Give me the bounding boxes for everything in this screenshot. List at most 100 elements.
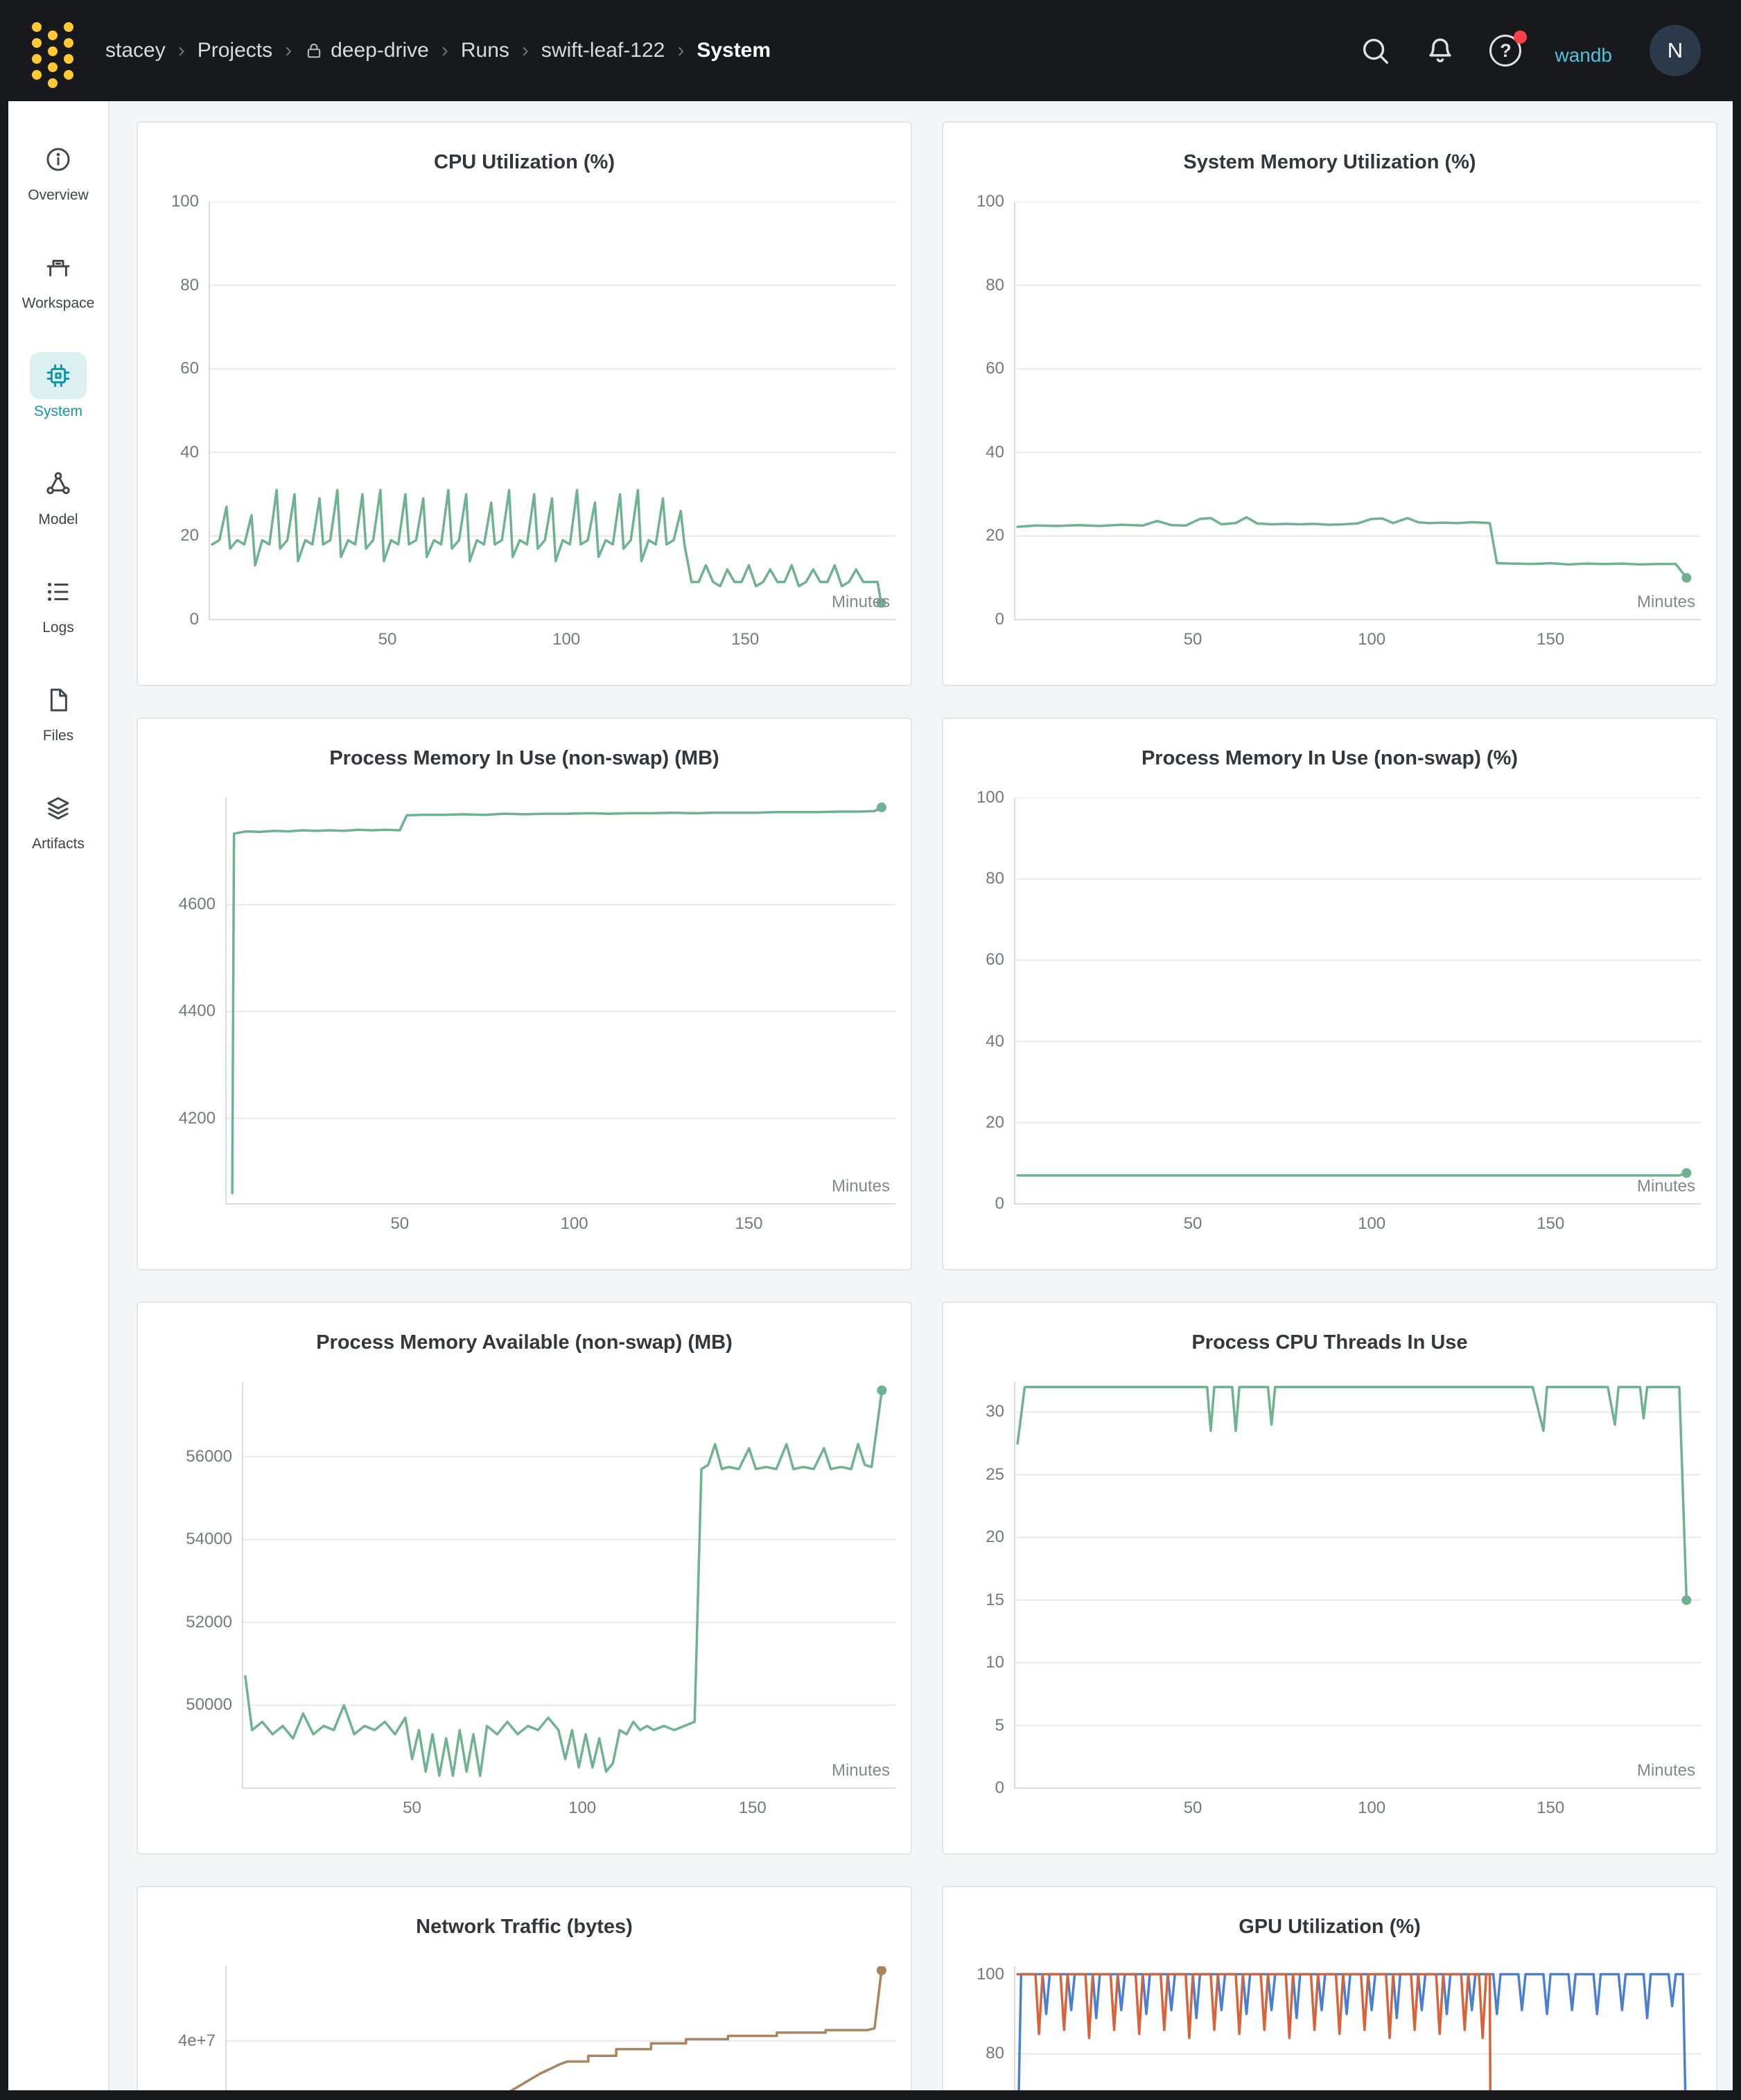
y-axis-tick: 0 [189, 610, 199, 629]
sidebar-item-files[interactable]: Files [30, 676, 87, 744]
y-axis-tick: 60 [986, 950, 1004, 970]
breadcrumb: stacey › Projects › deep-drive › Runs › … [105, 39, 771, 62]
breadcrumb-item-stacey[interactable]: stacey [105, 39, 166, 62]
wandb-logo[interactable] [32, 21, 73, 88]
workspace-icon [30, 244, 87, 291]
series-endpoint-dot [876, 597, 886, 608]
y-axis-tick: 100 [170, 192, 199, 211]
notification-dot [1514, 30, 1528, 44]
series-endpoint-dot [1681, 1168, 1692, 1178]
chart-canvas [1014, 1382, 1701, 1789]
avatar[interactable]: N [1650, 25, 1701, 76]
info-icon [30, 136, 87, 183]
process-memory-mb-chart[interactable]: 4200 4400 4600 50 100 150 Minutes [138, 798, 911, 1269]
logo-dots [64, 21, 73, 80]
breadcrumb-separator: › [285, 39, 292, 62]
y-axis-tick: 20 [986, 526, 1004, 545]
y-axis-tick: 80 [986, 869, 1004, 889]
sidebar-item-system[interactable]: System [30, 352, 87, 420]
x-axis-tick: 100 [560, 1214, 588, 1233]
x-axis-tick: 150 [1537, 630, 1565, 649]
x-axis-label: Minutes [831, 1177, 890, 1196]
series-endpoint-dot [877, 1385, 887, 1395]
chart-card-system-memory: System Memory Utilization (%) 0 20 40 60 80 1… [942, 121, 1717, 686]
breadcrumb-item-projects[interactable]: Projects [197, 39, 273, 62]
search-icon[interactable] [1359, 35, 1391, 67]
sidebar-item-model[interactable]: Model [30, 460, 87, 528]
sidebar-item-overview[interactable]: Overview [28, 136, 89, 204]
series-process_memory_pct [1016, 1171, 1688, 1177]
x-axis-label: Minutes [1636, 593, 1695, 611]
y-axis-tick: 4600 [178, 895, 216, 914]
y-axis-tick: 4e+7 [177, 2031, 216, 2050]
memory-available-chart[interactable]: 50000 52000 54000 56000 50 100 150 Minutes [138, 1382, 911, 1853]
topbar: stacey › Projects › deep-drive › Runs › … [8, 0, 1733, 101]
series-endpoint-dot [876, 1966, 886, 1975]
breadcrumb-item-deep-drive[interactable]: deep-drive [304, 39, 429, 62]
chart-card-process-memory-pct: Process Memory In Use (non-swap) (%) 0 20… [942, 717, 1717, 1270]
y-axis-tick: 54000 [186, 1530, 232, 1549]
y-axis-tick: 20 [986, 1528, 1004, 1547]
help-icon[interactable]: ? [1489, 30, 1528, 67]
x-axis-tick: 150 [735, 1214, 763, 1233]
sidebar-item-label: Artifacts [32, 836, 85, 852]
sidebar-item-workspace[interactable]: Workspace [22, 244, 94, 312]
y-axis-tick: 30 [986, 1402, 1004, 1421]
series-memory_available_mb [244, 1389, 884, 1777]
chart-title: Network Traffic (bytes) [416, 1915, 633, 1938]
chart-card-gpu-utilization: GPU Utilization (%) 02040608010050100150… [942, 1886, 1717, 2090]
cpu-threads-chart[interactable]: 0 5 10 15 20 25 30 50 100 150 Minutes [943, 1382, 1716, 1853]
y-axis-tick: 25 [986, 1464, 1004, 1484]
chart-card-process-memory-mb: Process Memory In Use (non-swap) (MB) 42… [137, 717, 912, 1270]
series-cpu_threads [1016, 1385, 1688, 1602]
x-axis-tick: 150 [1537, 1799, 1565, 1817]
series-gpu_1 [1016, 1972, 1492, 2090]
y-axis-tick: 80 [180, 275, 199, 295]
breadcrumb-separator: › [441, 39, 448, 62]
logo-dots [32, 21, 42, 80]
x-axis-tick: 100 [1358, 630, 1386, 649]
y-axis-tick: 50000 [186, 1695, 232, 1715]
model-graph-icon [30, 460, 87, 507]
x-axis-tick: 100 [1358, 1799, 1386, 1817]
sidebar-item-artifacts[interactable]: Artifacts [30, 785, 87, 852]
x-axis-label: Minutes [831, 593, 890, 611]
breadcrumb-item-system[interactable]: System [697, 39, 771, 62]
wandb-link[interactable]: wandb [1555, 44, 1612, 66]
system-memory-chart[interactable]: 0 20 40 60 80 100 50 100 150 Minutes [943, 192, 1716, 685]
y-axis-tick: 60 [986, 359, 1004, 378]
y-axis-tick: 40 [180, 442, 199, 462]
process-memory-pct-chart[interactable]: 0 20 40 60 80 100 50 100 150 Minutes [943, 788, 1716, 1269]
y-axis-tick: 0 [995, 610, 1004, 629]
network-traffic-chart[interactable]: 2e+74e+750100150Minutes [138, 1966, 911, 2090]
bell-icon[interactable] [1424, 35, 1456, 67]
y-axis-tick: 80 [986, 275, 1004, 295]
x-axis-tick: 150 [731, 630, 760, 649]
y-axis-tick: 100 [976, 192, 1004, 211]
chart-card-memory-available: Process Memory Available (non-swap) (MB)… [137, 1302, 912, 1855]
breadcrumb-item-run-name[interactable]: swift-leaf-122 [541, 39, 665, 62]
x-axis-label: Minutes [1636, 1177, 1695, 1196]
chart-canvas [1014, 1966, 1701, 2090]
chart-title: Process Memory In Use (non-swap) (%) [1141, 746, 1519, 769]
chart-canvas [225, 1966, 895, 2090]
y-axis-tick: 4400 [178, 1001, 216, 1021]
sidebar-item-logs[interactable]: Logs [30, 568, 87, 636]
chart-canvas [1014, 798, 1701, 1205]
help-glyph: ? [1500, 40, 1512, 61]
series-gpu_0 [1017, 1972, 1687, 2090]
main-content: CPU Utilization (%) 0 20 40 60 80 100 50 100 150… [110, 101, 1733, 2090]
breadcrumb-item-runs[interactable]: Runs [460, 39, 509, 62]
chart-title: GPU Utilization (%) [1239, 1915, 1421, 1938]
x-axis-label: Minutes [1636, 1761, 1695, 1780]
sidebar-item-label: Files [42, 728, 74, 744]
chart-title: Process CPU Threads In Use [1191, 1331, 1468, 1354]
y-axis-tick: 40 [986, 1031, 1004, 1051]
y-axis-tick: 100 [976, 788, 1004, 807]
series-process_memory_mb [231, 806, 883, 1195]
cpu-chip-icon [30, 352, 87, 399]
y-axis-tick: 52000 [186, 1612, 232, 1631]
x-axis-tick: 50 [1183, 1799, 1202, 1817]
cpu-utilization-chart[interactable]: 0 20 40 60 80 100 50 100 150 Minutes [138, 192, 911, 685]
